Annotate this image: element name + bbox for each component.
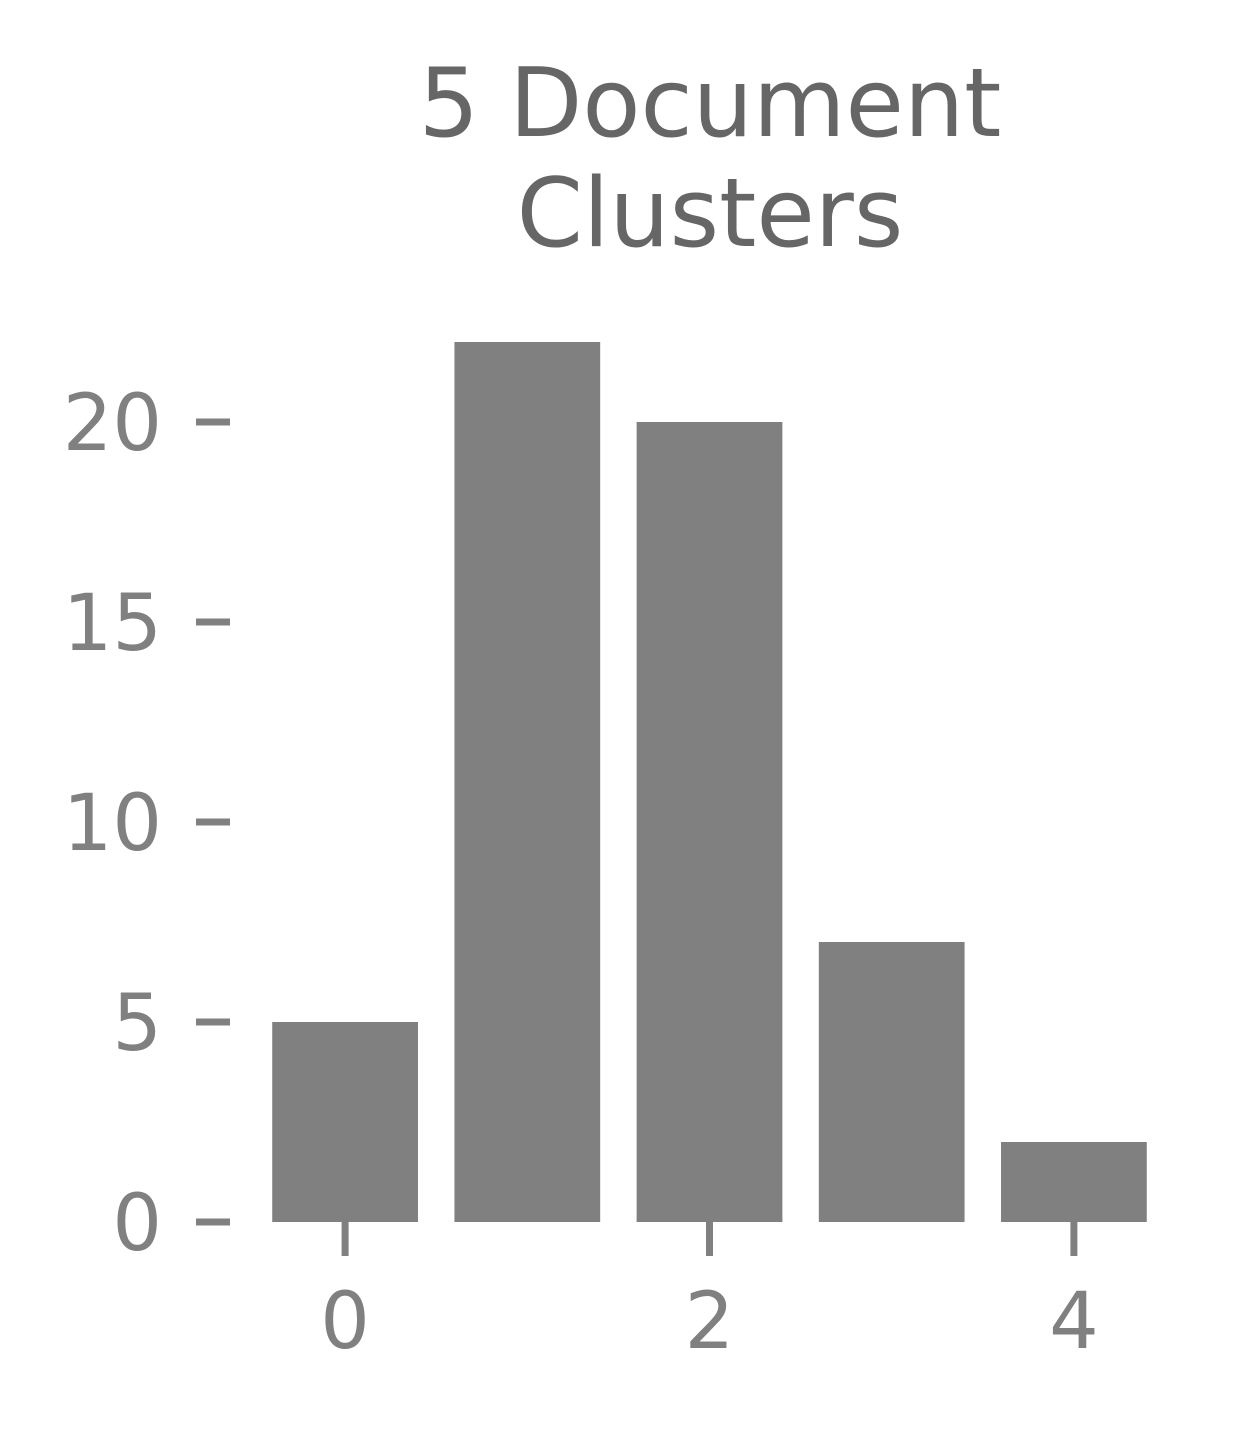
y-tick-label-5: 5 [112,979,162,1069]
bar-1 [454,342,601,1222]
bar-2 [636,422,783,1222]
x-tick-label-0: 0 [320,1277,370,1367]
y-axis: 0 5 10 15 20 [63,379,230,1269]
chart-title-line-1: 5 Document [419,49,1002,159]
y-tick-label-15: 15 [63,579,162,669]
x-tick-label-2: 2 [685,1277,735,1367]
bar-4 [1001,1142,1147,1222]
bar-3 [818,942,965,1222]
chart-title: 5 Document Clusters [419,49,1002,269]
y-tick-label-20: 20 [63,379,162,469]
x-tick-label-4: 4 [1049,1277,1099,1367]
y-tick-label-10: 10 [63,779,162,869]
bar-0 [272,1022,418,1222]
bars [272,342,1147,1222]
x-axis: 0 2 4 [320,1222,1099,1367]
chart-title-line-2: Clusters [517,159,904,269]
y-tick-label-0: 0 [112,1179,162,1269]
